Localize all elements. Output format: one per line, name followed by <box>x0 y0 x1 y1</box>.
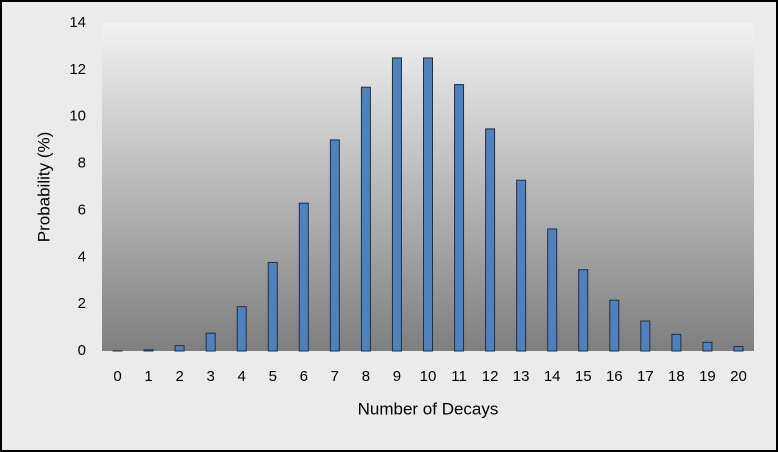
x-tick-label: 0 <box>113 368 121 385</box>
x-tick-label: 9 <box>393 368 401 385</box>
bar <box>360 86 371 352</box>
bar <box>236 306 247 352</box>
y-tick-label: 14 <box>69 14 86 31</box>
bar <box>516 179 527 352</box>
bar <box>298 202 309 352</box>
x-tick-label: 4 <box>238 368 246 385</box>
bar <box>391 57 402 352</box>
bar <box>671 333 682 352</box>
y-tick-label: 4 <box>78 248 86 265</box>
bar <box>174 345 185 352</box>
bar <box>640 320 651 352</box>
bar <box>578 269 589 352</box>
x-tick-label: 10 <box>420 368 437 385</box>
x-tick-label: 6 <box>300 368 308 385</box>
y-tick-label: 0 <box>78 342 86 359</box>
y-tick-label: 6 <box>78 201 86 218</box>
y-tick-label: 8 <box>78 155 86 172</box>
y-tick-label: 2 <box>78 295 86 312</box>
bar <box>702 341 713 352</box>
x-tick-label: 5 <box>269 368 277 385</box>
x-tick-label: 2 <box>175 368 183 385</box>
x-tick-label: 3 <box>206 368 214 385</box>
x-tick-label: 16 <box>606 368 623 385</box>
bar <box>547 228 558 352</box>
x-tick-label: 12 <box>482 368 499 385</box>
bar <box>267 261 278 352</box>
bar <box>609 299 620 352</box>
x-tick-label: 11 <box>451 368 467 385</box>
x-tick-label: 18 <box>668 368 685 385</box>
x-tick-label: 20 <box>730 368 747 385</box>
y-tick-label: 10 <box>69 108 86 125</box>
y-tick-label: 12 <box>69 61 86 78</box>
x-tick-label: 14 <box>544 368 561 385</box>
bar <box>329 139 340 352</box>
x-tick-label: 17 <box>637 368 654 385</box>
x-tick-label: 15 <box>575 368 592 385</box>
bar <box>733 346 744 352</box>
x-tick-label: 7 <box>331 368 339 385</box>
bar <box>485 128 496 352</box>
x-tick-label: 19 <box>699 368 716 385</box>
bar <box>423 57 433 352</box>
x-tick-label: 1 <box>144 368 152 385</box>
bar <box>454 84 465 352</box>
bar <box>143 349 154 352</box>
x-tick-label: 13 <box>513 368 530 385</box>
bar <box>205 332 216 352</box>
x-tick-label: 8 <box>362 368 370 385</box>
y-axis-title: Probability (%) <box>34 132 53 243</box>
x-axis-title: Number of Decays <box>358 399 499 418</box>
